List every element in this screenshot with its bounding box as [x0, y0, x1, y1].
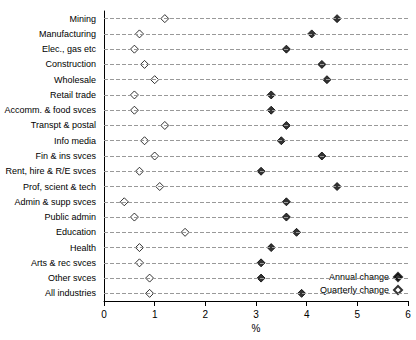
svg-text:Info media: Info media [54, 136, 96, 146]
svg-text:Quarterly change: Quarterly change [320, 285, 389, 295]
svg-text:Accomm. & food svces: Accomm. & food svces [4, 105, 96, 115]
svg-text:%: % [252, 323, 261, 334]
svg-text:Manufacturing: Manufacturing [39, 29, 96, 39]
svg-text:Wholesale: Wholesale [54, 75, 96, 85]
svg-text:6: 6 [405, 309, 411, 320]
svg-text:Construction: Construction [45, 59, 96, 69]
svg-text:All industries: All industries [45, 288, 97, 298]
svg-text:Fin & ins svces: Fin & ins svces [35, 151, 96, 161]
svg-text:Elec., gas etc: Elec., gas etc [42, 44, 97, 54]
svg-text:Admin & supp svces: Admin & supp svces [14, 197, 96, 207]
svg-text:Mining: Mining [69, 14, 96, 24]
svg-text:Prof, scient & tech: Prof, scient & tech [23, 182, 96, 192]
svg-text:Other svces: Other svces [48, 273, 97, 283]
svg-text:2: 2 [203, 309, 209, 320]
svg-text:Public admin: Public admin [44, 212, 96, 222]
svg-text:5: 5 [355, 309, 361, 320]
svg-text:Health: Health [70, 243, 96, 253]
svg-text:Rent, hire & R/E svces: Rent, hire & R/E svces [5, 166, 96, 176]
svg-text:3: 3 [253, 309, 259, 320]
svg-text:Transpt & postal: Transpt & postal [31, 120, 96, 130]
svg-text:1: 1 [152, 309, 158, 320]
svg-text:Arts & rec svces: Arts & rec svces [31, 258, 97, 268]
svg-text:Education: Education [56, 227, 96, 237]
svg-text:4: 4 [304, 309, 310, 320]
svg-text:0: 0 [101, 309, 107, 320]
svg-text:Annual change: Annual change [329, 272, 389, 282]
svg-text:Retail trade: Retail trade [50, 90, 96, 100]
